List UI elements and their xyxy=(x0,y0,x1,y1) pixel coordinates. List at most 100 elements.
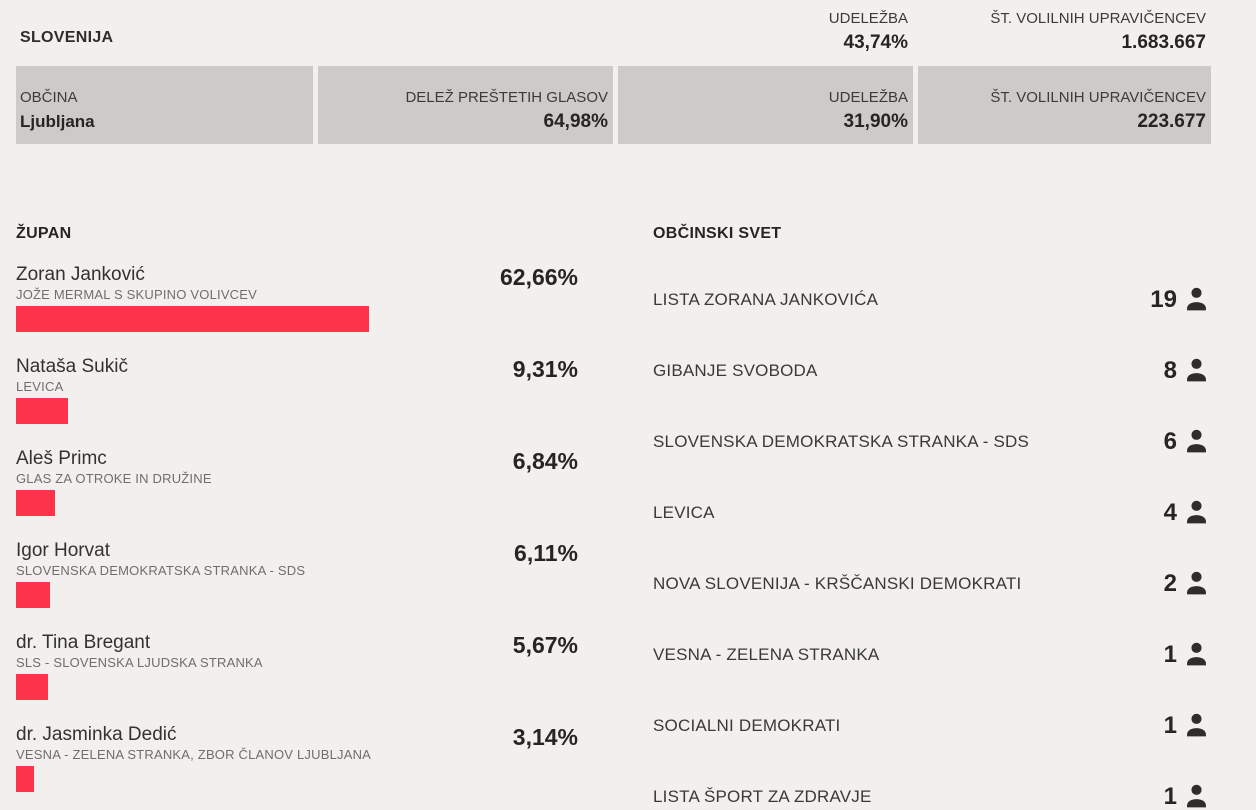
candidate-result-bar xyxy=(16,766,34,792)
council-party-name: LISTA ŠPORT ZA ZDRAVJE xyxy=(653,786,872,806)
national-empty-cell xyxy=(318,0,613,60)
candidate-party-label: GLAS ZA OTROKE IN DRUŽINE xyxy=(16,471,212,486)
council-party-row[interactable]: SOCIALNI DEMOKRATI 1 xyxy=(653,690,1210,761)
national-summary-row: SLOVENIJA UDELEŽBA 43,74% ŠT. VOLILNIH U… xyxy=(16,0,1213,60)
council-party-name: VESNA - ZELENA STRANKA xyxy=(653,644,880,664)
council-party-row[interactable]: GIBANJE SVOBODA 8 xyxy=(653,335,1210,406)
council-seats-count: 2 xyxy=(1163,569,1177,597)
council-seats-group: 19 xyxy=(1150,286,1210,314)
mayor-candidate-row[interactable]: Zoran Janković JOŽE MERMAL S SKUPINO VOL… xyxy=(16,264,578,332)
person-icon xyxy=(1187,713,1206,737)
national-turnout-cell: UDELEŽBA 43,74% xyxy=(618,0,913,60)
candidate-name: Nataša Sukič xyxy=(16,356,128,377)
council-party-list: LISTA ZORANA JANKOVIĆA 19 GIBANJE SVOBOD… xyxy=(653,264,1210,810)
council-seats-group: 8 xyxy=(1164,357,1210,385)
council-seats-group: 1 xyxy=(1164,712,1210,740)
country-name: SLOVENIJA xyxy=(20,29,114,46)
municipality-counted-value: 64,98% xyxy=(543,111,608,132)
person-icon xyxy=(1187,500,1206,524)
candidate-name: dr. Jasminka Dedić xyxy=(16,724,177,745)
municipality-name: Ljubljana xyxy=(20,112,95,131)
national-eligible-value: 1.683.667 xyxy=(1121,32,1206,53)
national-turnout-value: 43,74% xyxy=(843,32,908,53)
candidate-name: Aleš Primc xyxy=(16,448,107,469)
municipality-eligible-label: ŠT. VOLILNIH UPRAVIČENCEV xyxy=(990,89,1206,106)
national-eligible-label: ŠT. VOLILNIH UPRAVIČENCEV xyxy=(990,10,1206,27)
person-icon xyxy=(1187,358,1206,382)
municipality-eligible-cell: ŠT. VOLILNIH UPRAVIČENCEV 223.677 xyxy=(918,66,1211,144)
municipality-summary-band: OBČINA Ljubljana DELEŽ PREŠTETIH GLASOV … xyxy=(16,66,1213,144)
candidate-party-label: LEVICA xyxy=(16,379,64,394)
council-party-name: GIBANJE SVOBODA xyxy=(653,360,818,380)
candidate-party-label: VESNA - ZELENA STRANKA, ZBOR ČLANOV LJUB… xyxy=(16,747,372,762)
council-section: OBČINSKI SVET LISTA ZORANA JANKOVIĆA 19 … xyxy=(653,144,1210,810)
municipality-turnout-value: 31,90% xyxy=(843,111,908,132)
candidate-result-bar xyxy=(16,674,48,700)
national-name-cell: SLOVENIJA xyxy=(16,0,313,60)
council-party-name: SOCIALNI DEMOKRATI xyxy=(653,715,841,735)
municipality-eligible-value: 223.677 xyxy=(1137,111,1206,132)
candidate-party-label: JOŽE MERMAL S SKUPINO VOLIVCEV xyxy=(16,287,258,302)
council-seats-group: 1 xyxy=(1164,641,1210,669)
candidate-party-label: SLOVENSKA DEMOKRATSKA STRANKA - SDS xyxy=(16,563,306,578)
mayor-candidate-row[interactable]: dr. Tina Bregant SLS - SLOVENSKA LJUDSKA… xyxy=(16,632,578,700)
person-icon xyxy=(1187,287,1206,311)
municipality-counted-cell: DELEŽ PREŠTETIH GLASOV 64,98% xyxy=(318,66,613,144)
council-seats-count: 19 xyxy=(1150,285,1177,313)
candidate-result-bar xyxy=(16,490,55,516)
council-seats-count: 1 xyxy=(1163,640,1177,668)
council-party-name: SLOVENSKA DEMOKRATSKA STRANKA - SDS xyxy=(653,431,1030,451)
council-seats-group: 4 xyxy=(1164,499,1210,527)
council-party-row[interactable]: LEVICA 4 xyxy=(653,477,1210,548)
candidate-result-bar xyxy=(16,306,369,332)
person-icon xyxy=(1187,429,1206,453)
candidate-percent: 6,84% xyxy=(512,448,578,474)
council-party-name: NOVA SLOVENIJA - KRŠČANSKI DEMOKRATI xyxy=(653,573,1022,593)
municipality-turnout-cell: UDELEŽBA 31,90% xyxy=(618,66,913,144)
council-seats-count: 1 xyxy=(1163,782,1177,810)
council-party-row[interactable]: SLOVENSKA DEMOKRATSKA STRANKA - SDS 6 xyxy=(653,406,1210,477)
person-icon xyxy=(1187,784,1206,808)
candidate-percent: 3,14% xyxy=(512,724,578,750)
council-seats-count: 8 xyxy=(1163,356,1177,384)
mayor-candidate-row[interactable]: Aleš Primc GLAS ZA OTROKE IN DRUŽINE 6,8… xyxy=(16,448,578,516)
council-party-name: LEVICA xyxy=(653,502,715,522)
mayor-section-title: ŽUPAN xyxy=(16,225,72,242)
council-party-row[interactable]: VESNA - ZELENA STRANKA 1 xyxy=(653,619,1210,690)
candidate-name: Zoran Janković xyxy=(16,264,145,285)
candidate-percent: 62,66% xyxy=(499,264,578,290)
candidate-party-label: SLS - SLOVENSKA LJUDSKA STRANKA xyxy=(16,655,263,670)
mayor-candidate-row[interactable]: Nataša Sukič LEVICA 9,31% xyxy=(16,356,578,424)
council-party-row[interactable]: NOVA SLOVENIJA - KRŠČANSKI DEMOKRATI 2 xyxy=(653,548,1210,619)
municipality-label: OBČINA xyxy=(20,89,78,106)
council-seats-group: 6 xyxy=(1164,428,1210,456)
candidate-percent: 6,11% xyxy=(514,540,578,566)
council-party-row[interactable]: LISTA ŠPORT ZA ZDRAVJE 1 xyxy=(653,761,1210,810)
municipality-counted-label: DELEŽ PREŠTETIH GLASOV xyxy=(405,89,608,106)
person-icon xyxy=(1187,642,1206,666)
national-eligible-cell: ŠT. VOLILNIH UPRAVIČENCEV 1.683.667 xyxy=(918,0,1211,60)
council-section-title: OBČINSKI SVET xyxy=(653,225,782,242)
candidate-percent: 5,67% xyxy=(512,632,578,658)
municipality-turnout-label: UDELEŽBA xyxy=(828,89,908,106)
council-seats-group: 1 xyxy=(1164,783,1210,810)
council-seats-count: 4 xyxy=(1163,498,1177,526)
municipality-name-cell: OBČINA Ljubljana xyxy=(16,66,313,144)
mayor-candidate-row[interactable]: dr. Jasminka Dedić VESNA - ZELENA STRANK… xyxy=(16,724,578,792)
council-seats-count: 1 xyxy=(1163,711,1177,739)
council-seats-group: 2 xyxy=(1164,570,1210,598)
candidate-name: dr. Tina Bregant xyxy=(16,632,151,653)
candidate-percent: 9,31% xyxy=(512,356,578,382)
council-party-name: LISTA ZORANA JANKOVIĆA xyxy=(653,289,879,309)
national-turnout-label: UDELEŽBA xyxy=(828,10,908,27)
candidate-name: Igor Horvat xyxy=(16,540,110,561)
mayor-section: ŽUPAN Zoran Janković JOŽE MERMAL S SKUPI… xyxy=(16,144,578,810)
mayor-candidate-list: Zoran Janković JOŽE MERMAL S SKUPINO VOL… xyxy=(16,264,578,792)
council-seats-count: 6 xyxy=(1163,427,1177,455)
candidate-result-bar xyxy=(16,582,50,608)
council-party-row[interactable]: LISTA ZORANA JANKOVIĆA 19 xyxy=(653,264,1210,335)
person-icon xyxy=(1187,571,1206,595)
candidate-result-bar xyxy=(16,398,68,424)
mayor-candidate-row[interactable]: Igor Horvat SLOVENSKA DEMOKRATSKA STRANK… xyxy=(16,540,578,608)
